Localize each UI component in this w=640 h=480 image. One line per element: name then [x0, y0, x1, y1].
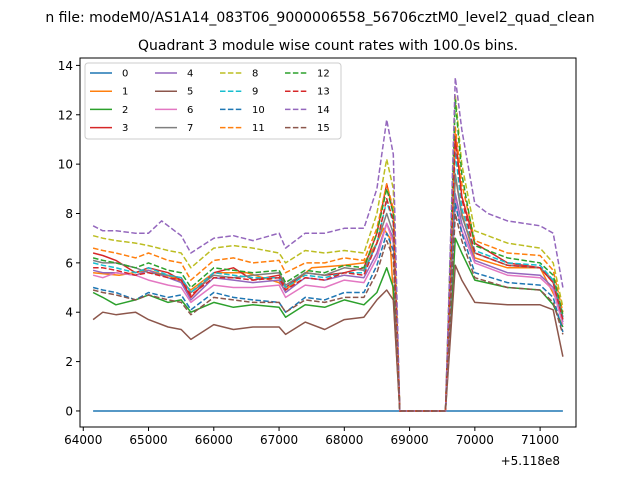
series-line-9: [92, 151, 564, 412]
legend-label-15: 15: [317, 123, 330, 134]
legend-label-4: 4: [187, 69, 193, 80]
x-tick-label: 71000: [521, 433, 559, 447]
x-tick-label: 67000: [260, 433, 298, 447]
legend-label-14: 14: [317, 105, 330, 116]
legend-label-13: 13: [317, 87, 330, 98]
series-line-12: [92, 99, 564, 412]
y-tick-label: 0: [65, 404, 73, 418]
legend-label-8: 8: [252, 69, 258, 80]
series-line-11: [92, 126, 564, 412]
x-tick-label: 65000: [129, 433, 167, 447]
series-line-4: [92, 193, 564, 412]
legend-frame: [84, 62, 342, 140]
y-tick-label: 12: [58, 108, 73, 122]
x-tick-label: 69000: [390, 433, 428, 447]
series-line-13: [93, 138, 564, 412]
series-line-7: [92, 173, 564, 412]
series-line-5: [92, 264, 564, 412]
y-tick-label: 4: [65, 306, 73, 320]
series-line-8: [92, 94, 564, 412]
plot-lines: [92, 76, 564, 412]
legend-label-2: 2: [122, 105, 128, 116]
legend-label-11: 11: [252, 123, 265, 134]
series-line-10: [92, 202, 564, 412]
y-tick-label: 8: [65, 207, 73, 221]
series-line-2: [92, 237, 564, 412]
legend-label-6: 6: [187, 105, 193, 116]
x-tick-label: 66000: [195, 433, 233, 447]
legend-label-3: 3: [122, 123, 128, 134]
legend-label-1: 1: [122, 87, 128, 98]
x-tick-label: 70000: [456, 433, 494, 447]
y-tick-label: 6: [65, 256, 73, 270]
series-line-6: [92, 200, 564, 412]
y-tick-label: 10: [58, 158, 73, 172]
legend-label-7: 7: [187, 123, 193, 134]
x-tick-label: 64000: [64, 433, 102, 447]
y-axis: 0 2 4 6 8 10 12 14: [58, 59, 80, 418]
series-line-15: [92, 212, 564, 412]
y-tick-label: 2: [65, 355, 73, 369]
legend-label-12: 12: [317, 69, 330, 80]
legend-label-10: 10: [252, 105, 265, 116]
figure-suptitle: n file: modeM0/AS1A14_083T06_9000006558_…: [45, 10, 594, 26]
legend-label-0: 0: [122, 69, 128, 80]
series-line-14: [92, 76, 564, 412]
legend-label-9: 9: [252, 87, 258, 98]
x-tick-label: 68000: [325, 433, 363, 447]
x-axis: 64000 65000 66000 67000 68000 69000 70000 71000: [64, 427, 559, 447]
axes-frame: [79, 57, 577, 428]
chart-title: Quadrant 3 module wise count rates with …: [138, 38, 518, 54]
y-tick-label: 14: [58, 59, 73, 73]
legend-label-5: 5: [187, 87, 193, 98]
x-offset-label: +5.118e8: [501, 454, 560, 468]
